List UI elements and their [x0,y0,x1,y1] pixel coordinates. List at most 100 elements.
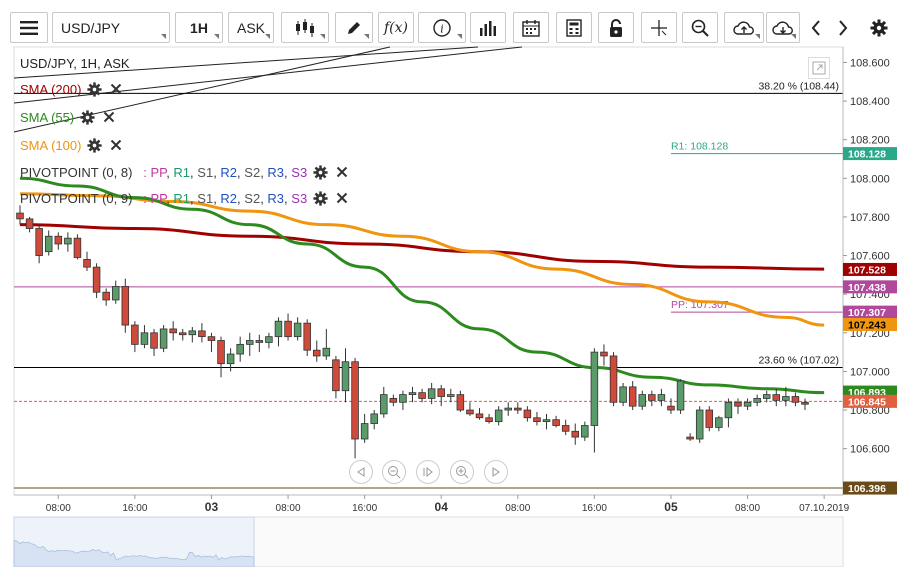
candle-body [600,351,608,357]
candle-body [475,413,484,419]
candle-body [676,380,685,411]
info-button[interactable]: i [418,12,466,43]
nav-zoom-out-button[interactable] [382,460,406,484]
candle [600,344,608,366]
gear-icon[interactable] [313,191,328,206]
close-icon[interactable] [103,111,115,123]
symbol-value: USD/JPY [61,19,121,36]
pivot-separator: : [132,165,151,180]
close-icon[interactable] [110,83,122,95]
candle-body [418,392,426,399]
calculator-button[interactable] [556,12,592,43]
gear-icon[interactable] [80,110,95,125]
candle-body [590,351,599,426]
candle-body [380,394,388,415]
maximize-button[interactable] [808,57,830,79]
volume-button[interactable] [470,12,506,43]
x-tick-label: 16:00 [582,503,607,514]
triangle-right-icon [492,467,500,477]
pivot-legend[interactable]: PIVOTPOINT (0, 8) : PP, R1, S1, R2, S2, … [20,165,348,180]
dropdown-caret-icon [755,34,760,39]
nav-zoom-in-button[interactable] [450,460,474,484]
close-icon[interactable] [336,166,348,178]
gear-icon[interactable] [313,165,328,180]
gear-icon[interactable] [87,82,103,97]
indicator-legend[interactable]: SMA (55) [20,110,115,125]
price-type-select[interactable]: ASK [228,12,274,43]
candle-body [111,286,120,301]
scroll-left-button[interactable] [803,12,829,43]
navigator-minimap[interactable] [13,516,844,567]
candle-body [159,328,168,349]
candle [456,390,465,412]
price-tag: 107.528 [843,262,897,276]
candle-body [724,401,733,419]
indicator-legend[interactable]: SMA (200) [20,82,122,97]
symbol-select[interactable]: USD/JPY [52,12,170,43]
zoom-button[interactable] [682,12,718,43]
lock-button[interactable] [598,12,634,43]
pivot-param: R3 [267,165,285,180]
candle-body [44,235,53,253]
candle-body [121,286,130,326]
candle-body [25,218,34,229]
load-cloud-button[interactable] [766,12,800,43]
candle-body [16,212,24,220]
price-tag: 107.307 [843,305,897,319]
timeframe-value: 1H [190,19,208,36]
indicator-legend[interactable]: SMA (100) [20,138,122,153]
close-icon[interactable] [110,139,122,151]
x-tick-label: 03 [205,500,219,514]
candle-body [217,340,225,365]
candle [667,398,675,414]
nav-back-button[interactable] [349,460,373,484]
menu-button[interactable] [10,12,48,43]
candle [523,406,532,422]
pivot-legend[interactable]: PIVOTPOINT (0, 9) : PP, R1, S1, R2, S2, … [20,191,348,206]
calendar-button[interactable] [513,12,549,43]
candle-body [504,407,512,411]
candle [73,234,82,260]
pivot-param: S2 [244,165,261,180]
sma-200-line [19,223,825,271]
settings-button[interactable] [864,12,894,43]
draw-button[interactable] [335,12,373,43]
navigator-area [13,539,255,567]
candle-body [715,417,723,428]
pivot-param: S3 [291,165,308,180]
x-tick-label: 08:00 [276,503,301,514]
chart-type-button[interactable] [281,12,329,43]
x-tick-label: 08:00 [505,503,530,514]
candle [332,355,340,399]
triangle-left-icon [357,467,365,477]
candle [198,323,206,343]
timeframe-select[interactable]: 1H [175,12,223,43]
pivot-param: R3 [267,191,285,206]
x-tick-label: 04 [435,500,449,514]
candle [226,348,235,372]
gear-icon[interactable] [87,138,103,153]
close-icon[interactable] [336,192,348,204]
price-tag-bg [843,394,897,408]
pivot-param: S2 [244,191,261,206]
nav-reset-button[interactable] [416,460,440,484]
candle-body [293,322,302,338]
price-tag: 107.438 [843,280,897,294]
nav-forward-button[interactable] [484,460,508,484]
crosshair-button[interactable] [641,12,677,43]
toolbar: USD/JPY 1H ASK f(x) i [0,0,905,46]
candle-body [198,330,206,338]
candle-body [399,394,407,403]
candle [734,398,742,414]
indicators-button[interactable]: f(x) [378,12,414,43]
dropdown-caret-icon [791,34,796,39]
candle [628,381,637,411]
price-tag-label: 108.128 [848,149,886,161]
price-tag: 108.128 [843,147,897,161]
candle [246,332,254,356]
save-cloud-button[interactable] [724,12,764,43]
candle-body [533,417,541,423]
y-tick-label: 107.000 [850,366,890,378]
scroll-right-button[interactable] [830,12,856,43]
